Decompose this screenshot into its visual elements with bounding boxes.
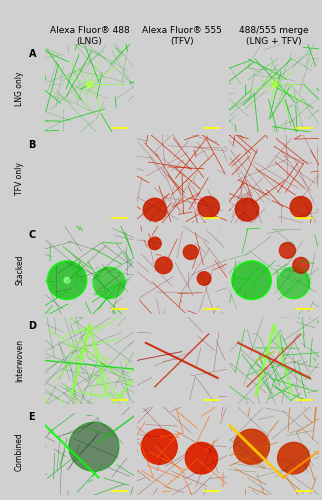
Circle shape [47, 261, 87, 300]
Circle shape [278, 442, 310, 474]
Text: Alexa Fluor® 555
(TFV): Alexa Fluor® 555 (TFV) [142, 26, 222, 46]
Circle shape [235, 198, 259, 221]
Text: D: D [29, 321, 36, 331]
Circle shape [63, 276, 71, 283]
Text: A: A [29, 49, 36, 59]
Circle shape [141, 429, 177, 464]
Circle shape [232, 261, 271, 300]
Text: B: B [29, 140, 36, 149]
Circle shape [293, 258, 309, 273]
Text: Interwoven: Interwoven [15, 339, 24, 382]
Circle shape [69, 422, 119, 472]
Circle shape [93, 267, 125, 298]
Circle shape [143, 198, 166, 221]
Text: 488/555 merge
(LNG + TFV): 488/555 merge (LNG + TFV) [239, 26, 309, 46]
Circle shape [155, 257, 172, 274]
Circle shape [185, 442, 218, 474]
Text: Alexa Fluor® 488
(LNG): Alexa Fluor® 488 (LNG) [50, 26, 129, 46]
Circle shape [234, 429, 270, 464]
Circle shape [278, 267, 310, 298]
Circle shape [197, 272, 211, 285]
Circle shape [183, 245, 198, 260]
Text: C: C [29, 230, 36, 240]
Text: Stacked: Stacked [15, 254, 24, 285]
Text: TFV only: TFV only [15, 162, 24, 196]
Circle shape [198, 196, 219, 218]
Circle shape [279, 242, 296, 258]
Text: LNG only: LNG only [15, 71, 24, 106]
Circle shape [290, 196, 312, 218]
Circle shape [148, 237, 161, 250]
Text: Combined: Combined [15, 432, 24, 470]
Text: E: E [29, 412, 35, 422]
